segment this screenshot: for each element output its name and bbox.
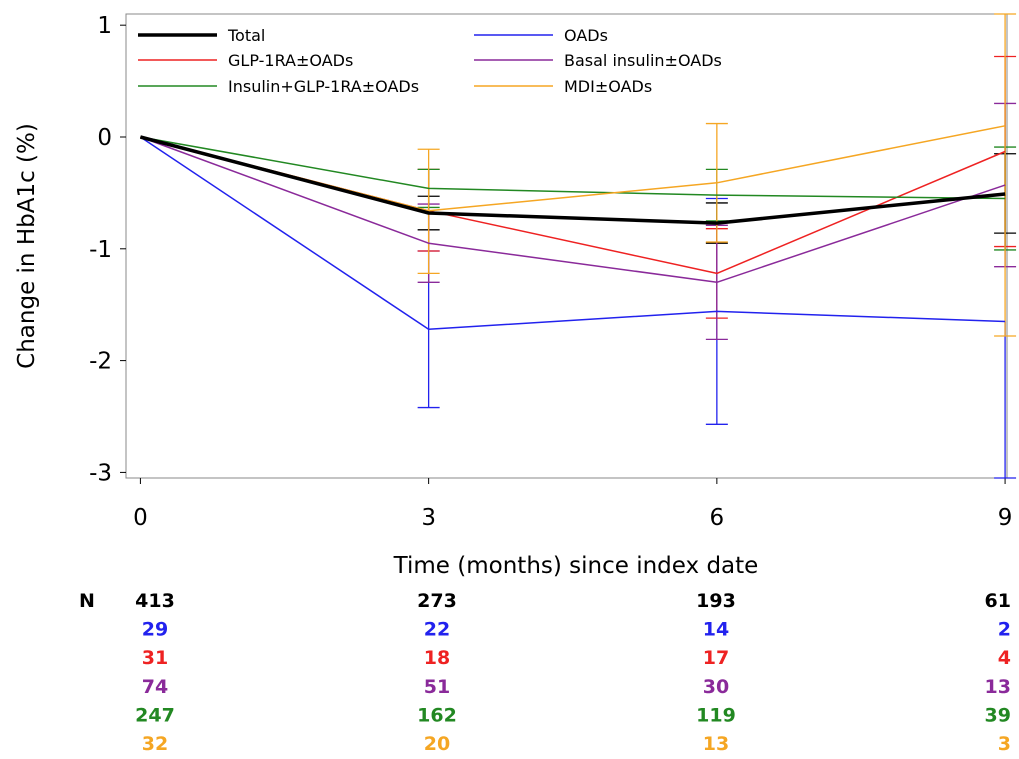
x-tick-label: 9 bbox=[998, 505, 1013, 531]
n-table-cell: 14 bbox=[703, 619, 729, 641]
n-table-cell: 162 bbox=[417, 704, 457, 726]
y-axis: 1 0 -1 -2 -3 bbox=[89, 13, 126, 486]
n-table-cell: 51 bbox=[424, 676, 450, 698]
n-table-cell: 20 bbox=[424, 733, 450, 755]
y-tick-label: -1 bbox=[89, 237, 112, 263]
y-tick-label: 0 bbox=[97, 125, 112, 151]
n-table-cell: 29 bbox=[142, 619, 168, 641]
n-table-cell: 31 bbox=[142, 647, 168, 669]
n-table-cell: 193 bbox=[696, 590, 736, 612]
n-table-cell: 32 bbox=[142, 733, 168, 755]
legend: Total OADs GLP-1RA±OADs Basal insulin±OADs I… bbox=[138, 26, 722, 96]
series-line bbox=[139, 135, 1006, 225]
n-table-cell: 4 bbox=[998, 647, 1011, 669]
series-line bbox=[140, 136, 1006, 200]
n-table-label: N bbox=[79, 590, 95, 612]
n-table-cell: 13 bbox=[703, 733, 729, 755]
n-table-cell: 413 bbox=[135, 590, 175, 612]
n-table-cell: 2 bbox=[998, 619, 1011, 641]
n-table-cell: 18 bbox=[424, 647, 450, 669]
n-table-cell: 30 bbox=[703, 676, 729, 698]
y-tick-label: -2 bbox=[89, 349, 112, 375]
n-table-cell: 13 bbox=[985, 676, 1011, 698]
n-table-cell: 22 bbox=[424, 619, 450, 641]
n-at-risk-table: N 413 273 193 61 29 22 14 2 31 18 17 4 74 51 30 13 247 162… bbox=[79, 590, 1011, 755]
series-lines bbox=[139, 125, 1006, 331]
n-table-cell: 3 bbox=[998, 733, 1011, 755]
series-line bbox=[140, 125, 1006, 212]
x-tick-label: 3 bbox=[421, 505, 436, 531]
legend-label: GLP-1RA±OADs bbox=[228, 51, 353, 70]
x-axis: 0 3 6 9 bbox=[133, 478, 1012, 531]
x-tick-label: 0 bbox=[133, 505, 148, 531]
x-tick-label: 6 bbox=[710, 505, 725, 531]
n-table-cell: 61 bbox=[985, 590, 1011, 612]
series-line bbox=[140, 136, 1006, 275]
n-table-cell: 39 bbox=[985, 704, 1011, 726]
n-table-cell: 273 bbox=[417, 590, 457, 612]
legend-label: MDI±OADs bbox=[564, 77, 652, 96]
legend-label: Insulin+GLP-1RA±OADs bbox=[228, 77, 419, 96]
x-axis-title: Time (months) since index date bbox=[393, 553, 759, 579]
legend-label: Total bbox=[227, 26, 265, 45]
n-table-cell: 17 bbox=[703, 647, 729, 669]
n-table-cell: 247 bbox=[135, 704, 175, 726]
n-table-cell: 119 bbox=[696, 704, 736, 726]
legend-label: Basal insulin±OADs bbox=[564, 51, 722, 70]
legend-label: OADs bbox=[564, 26, 608, 45]
n-table-cell: 74 bbox=[142, 676, 168, 698]
error-bars bbox=[417, 13, 1017, 479]
y-tick-label: -3 bbox=[89, 460, 112, 486]
series-line bbox=[140, 136, 1006, 284]
series-line bbox=[139, 136, 1006, 331]
y-tick-label: 1 bbox=[97, 13, 112, 39]
y-axis-title: Change in HbA1c (%) bbox=[14, 123, 40, 369]
